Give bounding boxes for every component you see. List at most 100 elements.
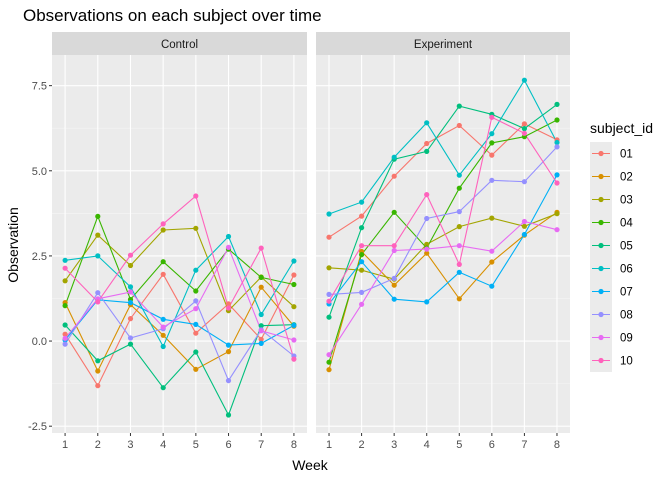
facet-panel-experiment: Experiment: [316, 32, 570, 433]
data-point-02: [326, 367, 332, 373]
x-tick-label: 5: [456, 439, 462, 451]
data-point-08: [554, 144, 560, 150]
legend-label: 07: [620, 287, 633, 299]
data-point-01: [359, 213, 365, 219]
data-point-08: [359, 289, 365, 295]
data-point-10: [521, 130, 528, 136]
legend-key-point: [598, 311, 604, 318]
data-point-08: [95, 290, 101, 296]
data-point-05: [456, 103, 462, 109]
data-point-03: [62, 278, 68, 284]
legend-key-point: [598, 219, 604, 226]
data-point-06: [193, 267, 199, 273]
legend-item-01: 01: [590, 142, 633, 165]
series-line-04: [328, 119, 558, 363]
data-point-06: [521, 77, 528, 83]
data-point-10: [160, 221, 166, 227]
chart-title: Observations on each subject over time: [23, 6, 322, 25]
data-point-05: [62, 322, 68, 328]
data-point-06: [160, 343, 166, 350]
x-tick-label: 5: [193, 439, 199, 451]
data-point-05: [554, 101, 560, 107]
legend-item-07: 07: [590, 280, 633, 303]
series-line-07: [328, 174, 558, 305]
data-point-08: [62, 341, 68, 347]
legend-key-point: [598, 173, 604, 180]
data-point-10: [127, 252, 134, 258]
x-tick-label: 6: [225, 439, 231, 451]
data-point-09: [521, 218, 528, 225]
series-line-02: [328, 211, 558, 370]
data-point-04: [62, 303, 68, 309]
data-point-05: [521, 126, 528, 132]
legend-item-02: 02: [590, 165, 633, 188]
legend-title: subject_id: [590, 120, 653, 136]
data-point-10: [62, 265, 68, 271]
x-tick-label: 3: [127, 439, 133, 451]
series-line-05: [64, 324, 294, 417]
data-point-06: [554, 139, 560, 146]
data-point-08: [424, 215, 430, 222]
data-point-09: [258, 328, 264, 334]
data-point-09: [193, 306, 199, 312]
legend-label: 09: [620, 333, 633, 345]
data-point-01: [225, 301, 232, 307]
x-tick-label: 1: [326, 439, 332, 451]
data-point-08: [456, 209, 462, 215]
legend-item-06: 06: [590, 257, 633, 280]
x-tick-label: 8: [554, 439, 560, 451]
panel-background: [52, 55, 307, 433]
data-point-02: [95, 368, 101, 374]
data-point-03: [95, 232, 101, 238]
data-point-10: [391, 243, 397, 249]
data-point-01: [258, 336, 264, 342]
data-point-03: [291, 304, 297, 310]
data-point-01: [160, 271, 166, 277]
x-tick-label: 7: [258, 439, 264, 451]
data-point-07: [424, 299, 430, 305]
data-point-06: [225, 233, 232, 240]
x-tick-label: 1: [62, 439, 68, 451]
data-point-02: [489, 259, 495, 265]
data-point-08: [225, 378, 232, 384]
data-point-10: [424, 192, 430, 198]
data-point-10: [95, 299, 101, 305]
data-point-01: [326, 234, 332, 240]
facet-strip: [52, 32, 307, 55]
data-point-04: [456, 185, 462, 191]
x-axis-experiment: 1 2 3 4 5 6 7 8: [326, 433, 560, 451]
legend-item-04: 04: [590, 211, 633, 234]
data-point-09: [456, 243, 462, 249]
data-point-01: [456, 122, 462, 129]
data-point-01: [62, 331, 68, 337]
data-point-04: [258, 274, 264, 280]
x-tick-label: 7: [521, 439, 527, 451]
x-tick-label: 8: [291, 439, 297, 451]
data-point-07: [225, 342, 232, 348]
data-point-05: [225, 412, 232, 418]
data-point-03: [424, 241, 430, 247]
data-point-01: [291, 272, 297, 278]
data-point-07: [391, 296, 397, 302]
series-line-10: [64, 195, 295, 360]
data-point-03: [489, 215, 495, 221]
y-tick-label: 0.0: [32, 336, 47, 348]
legend-item-08: 08: [590, 303, 633, 326]
data-point-07: [359, 259, 365, 265]
series-line-03: [64, 227, 295, 312]
facet-panels: Control Experiment: [52, 32, 570, 433]
legend-label: 08: [620, 310, 633, 322]
data-point-07: [127, 300, 134, 306]
y-axis: -2.5 0.0 2.5 5.0 7.5: [28, 81, 52, 433]
data-point-03: [521, 223, 528, 229]
data-point-01: [521, 121, 528, 127]
data-point-08: [489, 177, 495, 183]
data-point-10: [193, 193, 199, 199]
x-axis-title: Week: [292, 457, 329, 473]
data-point-07: [521, 231, 528, 238]
x-tick-label: 2: [95, 439, 101, 451]
data-point-10: [359, 243, 365, 249]
data-point-01: [193, 330, 199, 336]
legend-label: 01: [620, 149, 633, 161]
x-tick-label: 3: [391, 439, 397, 451]
